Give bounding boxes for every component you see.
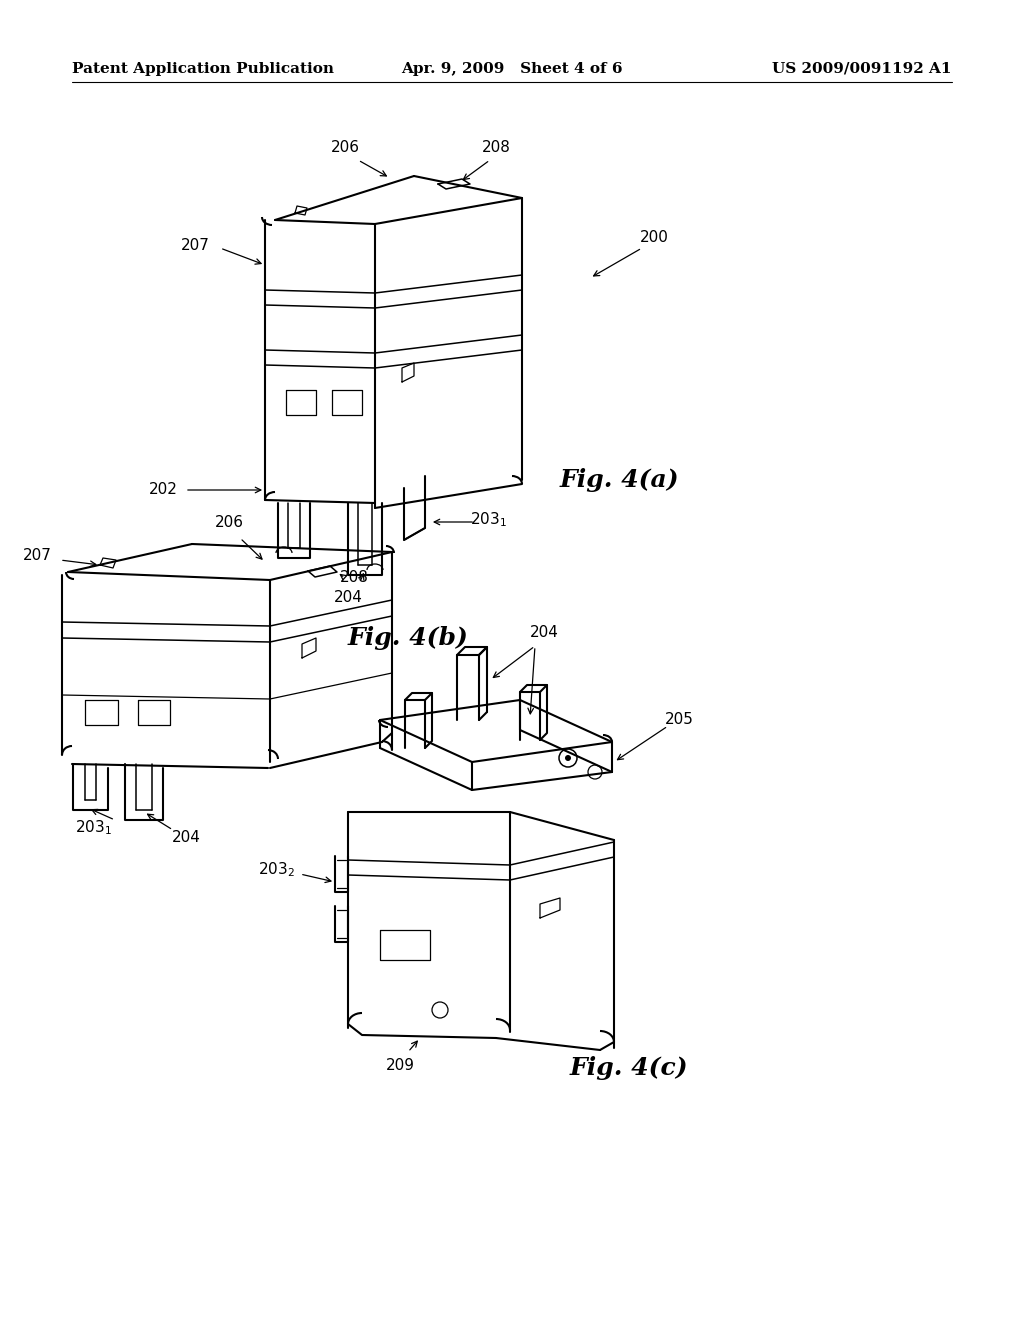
Circle shape: [565, 755, 571, 762]
Text: 204: 204: [334, 590, 362, 605]
Text: 203$_1$: 203$_1$: [470, 511, 507, 529]
Text: US 2009/0091192 A1: US 2009/0091192 A1: [772, 62, 952, 77]
Text: 204: 204: [530, 624, 559, 640]
Text: Patent Application Publication: Patent Application Publication: [72, 62, 334, 77]
Text: Fig. 4(b): Fig. 4(b): [348, 626, 469, 649]
Text: 203$_1$: 203$_1$: [75, 818, 112, 837]
Text: 208: 208: [340, 570, 369, 586]
Text: 202: 202: [150, 483, 178, 498]
Text: 206: 206: [331, 140, 359, 154]
Text: 203$_2$: 203$_2$: [258, 861, 295, 879]
Text: Apr. 9, 2009   Sheet 4 of 6: Apr. 9, 2009 Sheet 4 of 6: [401, 62, 623, 77]
Text: 207: 207: [181, 238, 210, 252]
Text: 208: 208: [482, 140, 511, 154]
Text: 204: 204: [172, 830, 201, 845]
Text: 209: 209: [385, 1059, 415, 1073]
Text: 205: 205: [665, 713, 694, 727]
Text: Fig. 4(a): Fig. 4(a): [560, 469, 680, 492]
Text: 207: 207: [24, 548, 52, 562]
Text: 206: 206: [215, 515, 244, 531]
Text: 200: 200: [640, 231, 669, 246]
Text: Fig. 4(c): Fig. 4(c): [570, 1056, 688, 1080]
